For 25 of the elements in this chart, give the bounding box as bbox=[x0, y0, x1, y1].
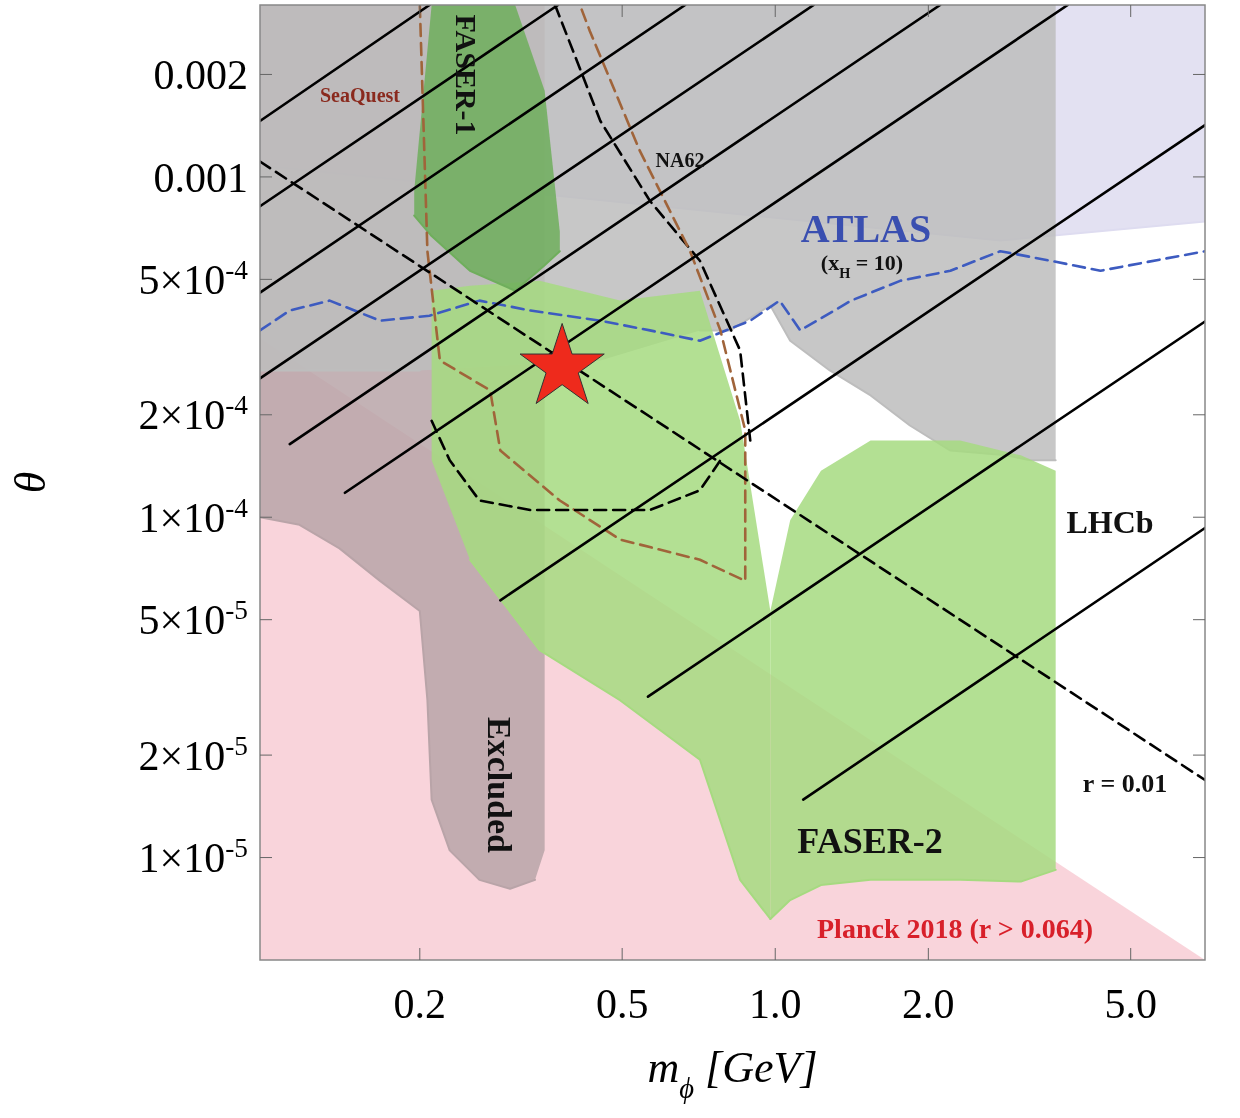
y-tick-label: 2×10$^{-5}$ bbox=[138, 730, 248, 779]
y-tick-label: 2×10$^{-4}$ bbox=[138, 390, 249, 439]
annotation: SeaQuest bbox=[320, 84, 401, 106]
y-tick-label: 5×10$^{-4}$ bbox=[138, 255, 249, 304]
y-tick-label: 1×10$^{-4}$ bbox=[138, 492, 249, 541]
annotation: Planck 2018 (r > 0.064) bbox=[817, 912, 1093, 944]
annotation: ATLAS bbox=[800, 206, 932, 251]
annotation: FASER-1 bbox=[449, 14, 483, 136]
x-tick-label: 1.0 bbox=[749, 981, 802, 1027]
y-tick-label: 0.001 bbox=[153, 154, 248, 201]
x-tick-label: 5.0 bbox=[1104, 981, 1157, 1027]
annotation: Excluded bbox=[481, 716, 519, 854]
y-tick-label: 5×10$^{-5}$ bbox=[138, 595, 248, 644]
y-tick-label: 1×10$^{-5}$ bbox=[138, 833, 248, 882]
x-axis-title: m$_{ϕ}$ [GeV] bbox=[647, 1043, 818, 1104]
x-tick-label: 0.5 bbox=[595, 981, 649, 1027]
annotation: NA62 bbox=[655, 149, 705, 171]
annotation: (x$_{H}$ = 10) bbox=[820, 249, 904, 281]
annotation: FASER-2 bbox=[797, 820, 943, 861]
y-tick-label: 0.002 bbox=[153, 52, 248, 99]
annotation: r = 0.01 bbox=[1082, 769, 1168, 799]
annotation: LHCb bbox=[1066, 504, 1154, 541]
y-axis-title: θ bbox=[6, 471, 55, 494]
x-tick-label: 0.2 bbox=[393, 981, 447, 1027]
x-tick-label: 2.0 bbox=[902, 981, 955, 1027]
